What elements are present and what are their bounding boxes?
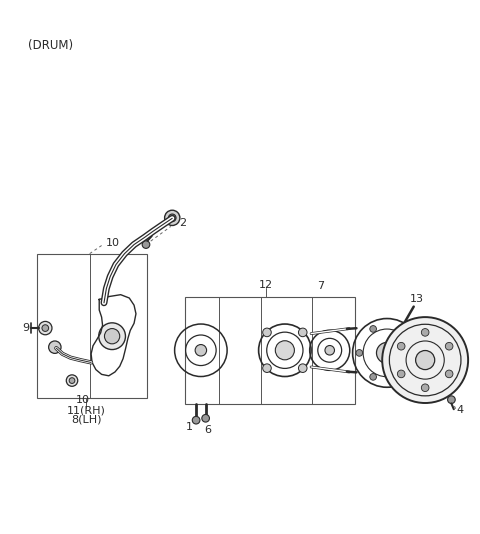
Text: 12: 12	[259, 280, 273, 289]
Bar	[37, 254, 147, 398]
Circle shape	[299, 328, 307, 336]
Circle shape	[416, 350, 435, 370]
Circle shape	[397, 342, 405, 350]
Circle shape	[168, 214, 176, 222]
Circle shape	[202, 414, 209, 422]
Circle shape	[445, 342, 453, 350]
Text: 11(RH): 11(RH)	[67, 405, 106, 415]
Circle shape	[38, 321, 52, 335]
Circle shape	[382, 317, 468, 403]
Text: 10: 10	[75, 395, 89, 405]
Circle shape	[263, 328, 271, 336]
Circle shape	[447, 396, 455, 404]
Text: 1: 1	[185, 422, 192, 432]
Circle shape	[325, 345, 335, 355]
Circle shape	[397, 326, 404, 332]
Circle shape	[421, 384, 429, 391]
Text: 13: 13	[409, 294, 423, 304]
Circle shape	[376, 342, 397, 364]
Circle shape	[99, 323, 125, 350]
Circle shape	[276, 341, 294, 360]
Circle shape	[195, 344, 206, 356]
Text: (DRUM): (DRUM)	[28, 39, 73, 52]
Circle shape	[397, 370, 405, 378]
Circle shape	[192, 417, 200, 424]
Bar	[185, 296, 355, 404]
Circle shape	[299, 364, 307, 372]
Text: 9: 9	[22, 323, 29, 333]
Text: 2: 2	[179, 218, 186, 228]
Circle shape	[142, 241, 150, 248]
Circle shape	[445, 370, 453, 378]
Text: 4: 4	[456, 405, 463, 415]
Circle shape	[69, 378, 75, 383]
Circle shape	[263, 364, 271, 372]
Text: 8(LH): 8(LH)	[71, 415, 102, 425]
Circle shape	[66, 375, 78, 386]
Circle shape	[356, 350, 363, 356]
Circle shape	[397, 373, 404, 380]
Circle shape	[48, 341, 61, 354]
Circle shape	[105, 328, 120, 344]
Circle shape	[411, 350, 418, 356]
Circle shape	[370, 373, 376, 380]
Text: 6: 6	[204, 425, 211, 435]
Circle shape	[421, 328, 429, 336]
Circle shape	[42, 325, 48, 332]
Circle shape	[370, 326, 376, 332]
Text: 10: 10	[106, 238, 120, 248]
Text: 7: 7	[317, 281, 324, 291]
Circle shape	[165, 210, 180, 225]
